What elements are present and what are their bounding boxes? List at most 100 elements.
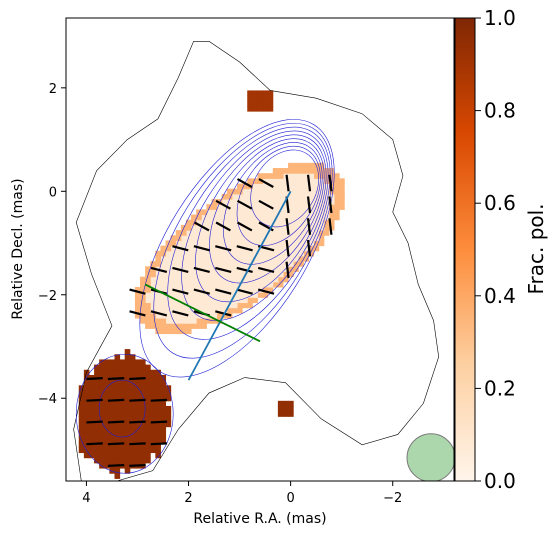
pol-pixel [206, 214, 212, 221]
pol-pixel [252, 224, 258, 231]
pol-pixel [191, 281, 197, 288]
pol-pixel [124, 411, 131, 417]
pol-pixel [124, 426, 131, 433]
pol-pixel [313, 219, 320, 226]
pol-pixel [237, 193, 243, 200]
pol-pixel [328, 224, 335, 231]
pol-pixel [196, 224, 202, 231]
pol-pixel [196, 214, 202, 221]
pol-pixel [99, 416, 105, 423]
pol-pixel [150, 374, 156, 381]
pol-pixel [83, 426, 90, 433]
pol-pixel [272, 224, 279, 231]
pol-pixel [170, 261, 177, 267]
pol-pixel [257, 209, 264, 216]
pol-pixel [104, 462, 110, 469]
pol-pixel [267, 276, 274, 283]
pol-pixel [293, 224, 299, 231]
pol-pixel [155, 287, 161, 293]
pol-pixel [201, 292, 207, 298]
intensity-contours [73, 40, 439, 481]
pol-pixel [78, 437, 85, 443]
pol-pixel [267, 287, 274, 293]
pol-pixel [134, 292, 141, 298]
pol-pixel [160, 390, 167, 397]
pol-pixel [99, 462, 105, 469]
pol-pixel [88, 447, 95, 454]
pol-pixel [165, 405, 172, 412]
pol-pixel [334, 204, 340, 210]
pol-pixel [277, 193, 284, 200]
pol-pixel [109, 369, 115, 376]
pol-pixel [267, 193, 274, 200]
pol-pixel [211, 271, 218, 278]
pol-pixel [165, 307, 172, 314]
pol-pixel [134, 405, 141, 412]
pol-pixel [150, 416, 156, 423]
pol-pixel [150, 297, 156, 304]
pol-pixel [185, 224, 192, 231]
pol-pixel [88, 411, 95, 417]
pol-pixel [303, 255, 309, 262]
pol-pixel [160, 416, 167, 423]
pol-pixel [221, 261, 228, 267]
pol-pixel [134, 395, 141, 402]
pol-pixel [83, 411, 90, 417]
pol-pixel [221, 271, 228, 278]
pol-pixel [328, 219, 335, 226]
pol-pixel [257, 261, 264, 267]
pol-pixel [175, 255, 182, 262]
pol-pixel [109, 437, 115, 443]
pol-pixel [191, 250, 197, 257]
pol-pixel [170, 297, 177, 304]
pol-pixel [145, 452, 151, 459]
pol-pixel [175, 235, 182, 241]
pol-pixel [262, 276, 269, 283]
pol-pixel [247, 302, 253, 309]
pol-pixel [247, 255, 253, 262]
pol-pixel [303, 188, 309, 195]
pol-pixel [160, 411, 167, 417]
pol-pixel [185, 307, 192, 314]
pol-pixel [221, 307, 228, 314]
pol-pixel [277, 173, 284, 179]
pol-pixel [231, 250, 238, 257]
pol-pixel [160, 302, 167, 309]
pol-pixel [180, 276, 187, 283]
pol-pixel [170, 312, 177, 319]
pol-pixel [160, 297, 167, 304]
pol-pixel [288, 230, 294, 236]
pol-pixel [231, 235, 238, 241]
pol-pixel [318, 173, 325, 179]
pol-pixel [140, 452, 146, 459]
pol-pixel [262, 173, 269, 179]
pol-pixel [155, 385, 161, 391]
pol-pixel [196, 261, 202, 267]
pol-pixel [119, 405, 126, 412]
pol-pixel [83, 380, 90, 386]
pol-pixel [206, 209, 212, 216]
pol-pixel [140, 307, 146, 314]
pol-pixel [262, 95, 269, 102]
pol-pixel [226, 230, 233, 236]
pol-pixel [262, 193, 269, 200]
x-tick-label: 2 [184, 491, 192, 506]
pol-pixel [114, 405, 121, 412]
pol-pixel [318, 188, 325, 195]
pol-pixel [140, 426, 146, 433]
pol-pixel [262, 90, 269, 97]
pol-pixel [231, 204, 238, 210]
pol-pixel [267, 250, 274, 257]
pol-pixel [175, 323, 182, 329]
pol-pixel [129, 452, 136, 459]
pol-pixel [78, 385, 85, 391]
pol-pixel [313, 199, 320, 205]
pol-pixel [150, 312, 156, 319]
pol-pixel [247, 250, 253, 257]
pol-pixel [94, 385, 100, 391]
pol-pixel [288, 271, 294, 278]
pol-pixel [119, 385, 126, 391]
pol-pixel [201, 271, 207, 278]
pol-pixel [242, 188, 248, 195]
pol-pixel [201, 297, 207, 304]
